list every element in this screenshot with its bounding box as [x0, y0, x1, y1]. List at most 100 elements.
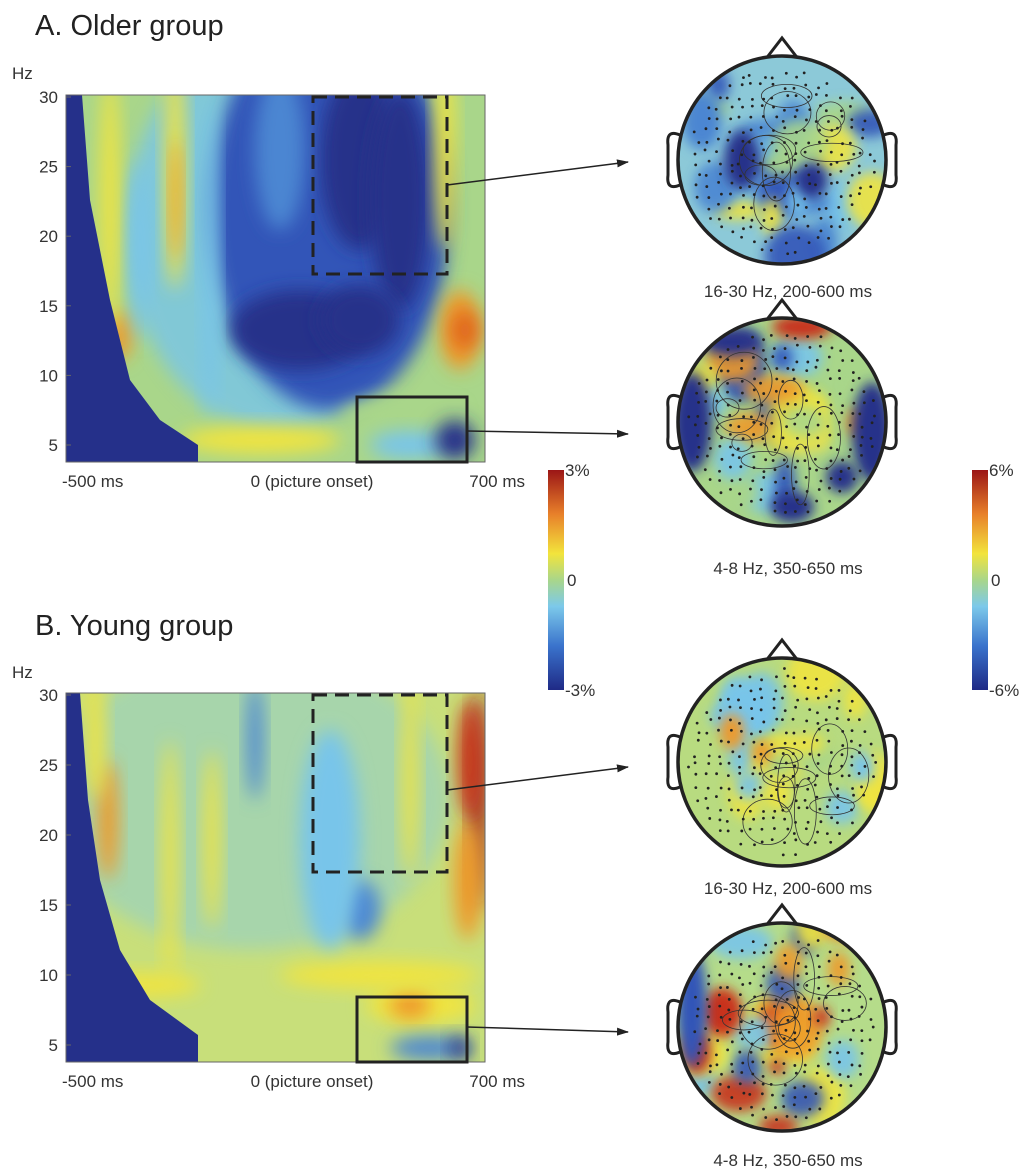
electrode — [761, 348, 765, 352]
electrode — [793, 422, 797, 426]
electrode — [764, 1116, 768, 1119]
electrode — [816, 954, 820, 958]
electrode — [693, 761, 697, 765]
roi-solid — [355, 995, 469, 1064]
electrode — [802, 740, 806, 744]
electrode — [846, 1075, 850, 1079]
electrode — [849, 448, 852, 452]
electrode — [739, 729, 743, 733]
electrode — [815, 499, 819, 503]
electrode — [707, 762, 711, 765]
electrode — [851, 412, 855, 415]
electrode — [740, 153, 744, 157]
electrode — [841, 744, 845, 747]
electrode — [803, 1063, 807, 1067]
electrode — [870, 445, 874, 448]
electrode — [797, 806, 801, 810]
electrode — [870, 421, 874, 425]
electrode — [814, 183, 817, 187]
electrode — [817, 488, 821, 491]
electrode — [731, 1070, 734, 1074]
electrode — [753, 398, 757, 402]
electrode — [694, 183, 698, 187]
electrode — [803, 676, 807, 680]
ear — [883, 131, 898, 189]
electrode — [806, 787, 810, 791]
electrode — [860, 435, 864, 439]
electrode — [816, 444, 820, 448]
topo-contour — [737, 999, 799, 1027]
electrode — [794, 853, 797, 857]
electrode — [747, 74, 751, 77]
electrode — [770, 236, 774, 240]
head-outline — [676, 316, 888, 528]
x-tick-label: 700 ms — [469, 472, 525, 491]
electrode — [783, 410, 786, 414]
topo-contour — [778, 379, 804, 420]
electrode — [825, 832, 829, 836]
electrode — [704, 1027, 707, 1031]
electrode — [771, 816, 775, 820]
topo-contour — [816, 115, 842, 138]
electrode — [808, 467, 812, 470]
electrode — [872, 775, 875, 779]
electrode — [741, 131, 745, 135]
electrode — [762, 475, 766, 479]
electrode — [829, 840, 833, 844]
electrode — [828, 499, 832, 503]
electrode — [837, 688, 841, 692]
electrode — [741, 139, 745, 143]
topo-contour — [764, 747, 804, 764]
electrode — [753, 995, 757, 999]
electrode — [717, 993, 721, 997]
electrode — [730, 169, 734, 173]
electrode — [741, 1061, 745, 1065]
electrode — [841, 218, 845, 221]
electrode — [736, 808, 740, 812]
electrode — [775, 149, 778, 153]
electrode — [862, 390, 866, 394]
electrode — [762, 720, 766, 724]
electrode — [697, 1051, 701, 1055]
electrode — [873, 414, 876, 418]
electrode — [759, 422, 763, 426]
electrode — [750, 206, 753, 210]
electrode — [742, 415, 746, 419]
electrode — [759, 126, 763, 129]
electrode — [718, 818, 722, 822]
electrode — [742, 194, 745, 197]
topo-contour — [793, 778, 817, 845]
electrode — [850, 359, 854, 363]
electrode — [761, 1060, 765, 1064]
electrode — [715, 1063, 719, 1067]
electrode — [749, 225, 753, 229]
electrode — [782, 774, 786, 778]
electrode — [857, 164, 861, 168]
electrode — [837, 1060, 841, 1064]
electrode — [774, 173, 778, 177]
topo-blob — [716, 474, 759, 511]
panel-title: B. Young group — [35, 610, 233, 642]
topo-contour — [777, 754, 796, 813]
electrode — [770, 421, 774, 425]
electrode — [728, 1017, 732, 1021]
electrode — [750, 717, 754, 720]
electrode — [783, 953, 787, 957]
electrode — [804, 1116, 808, 1120]
electrode — [819, 335, 823, 339]
electrode — [774, 389, 778, 393]
topo-contour — [722, 1009, 766, 1031]
electrode — [764, 943, 768, 947]
electrode — [852, 152, 856, 156]
electrode — [764, 174, 768, 178]
electrode — [748, 964, 751, 968]
electrode — [816, 170, 820, 174]
electrode — [830, 181, 833, 185]
electrode — [786, 465, 790, 468]
topo-blob — [702, 988, 742, 1036]
electrode — [719, 786, 723, 790]
electrode — [807, 1039, 811, 1043]
electrode — [738, 755, 741, 759]
electrode — [760, 142, 764, 146]
head-outline — [676, 921, 888, 1133]
